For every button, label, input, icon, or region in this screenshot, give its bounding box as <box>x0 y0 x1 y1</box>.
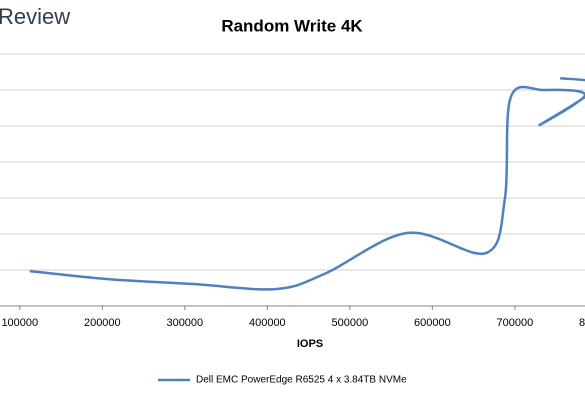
data-line <box>29 76 585 291</box>
legend-label: Dell EMC PowerEdge R6525 4 x 3.84TB NVMe <box>196 375 407 386</box>
x-tick-label: 800000 <box>579 317 585 329</box>
x-tick-label: 200000 <box>84 317 121 329</box>
x-tick-label: 600000 <box>414 317 451 329</box>
x-tick-label: 500000 <box>331 317 368 329</box>
x-tick-label: 100000 <box>1 317 38 329</box>
x-tick-label: 700000 <box>497 317 534 329</box>
chart-title: Random Write 4K <box>221 16 363 35</box>
brand-logo: Review <box>0 4 70 29</box>
x-tick-label: 400000 <box>249 317 286 329</box>
x-tick-label: 300000 <box>166 317 203 329</box>
x-axis-label: IOPS <box>297 338 323 350</box>
